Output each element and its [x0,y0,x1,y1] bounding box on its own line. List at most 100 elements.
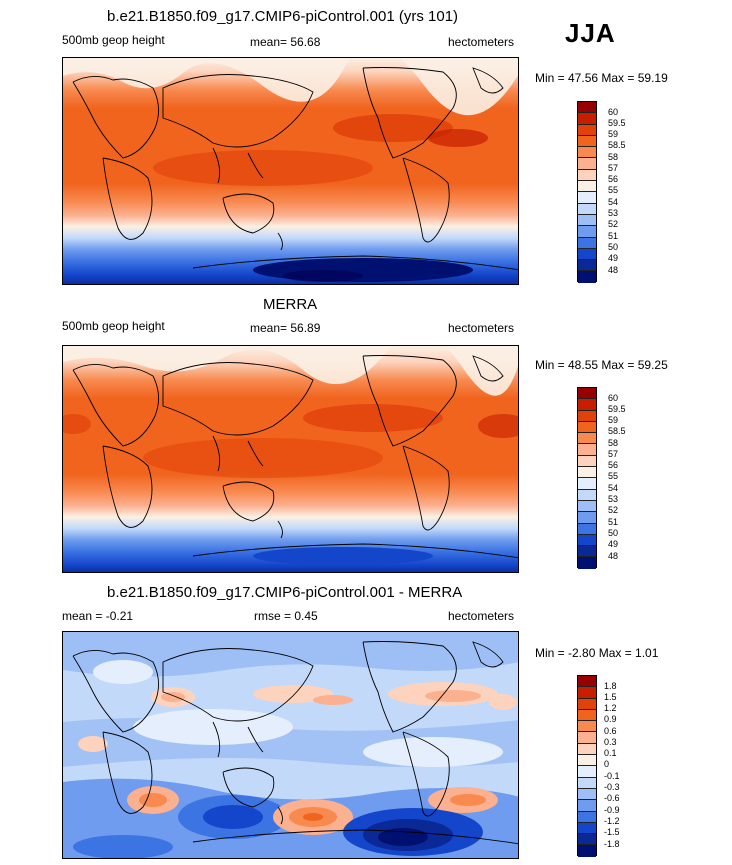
colorbar-tick-label: 55 [608,471,619,481]
colorbar-tick-label: 50 [608,528,619,538]
season-label: JJA [565,18,616,48]
panel2-minmax-label: Min = 48.55 Max = 59.25 [535,358,668,372]
colorbar-swatch [578,523,596,535]
colorbar-tick-label: 56 [608,174,619,184]
panel3-colorbar [577,675,597,857]
colorbar-swatch [578,800,596,812]
colorbar-tick-label: -1.8 [604,839,620,849]
colorbar-tick-label: 54 [608,197,619,207]
colorbar-tick-label: 59 [608,415,619,425]
colorbar-tick-label: 59.5 [608,118,626,128]
colorbar-tick-label: -0.3 [604,782,620,792]
colorbar-tick-label: 0.9 [604,714,617,724]
colorbar-swatch [578,687,596,699]
colorbar-swatch [578,489,596,501]
colorbar-tick-label: 59.5 [608,404,626,414]
colorbar-swatch [578,192,596,204]
colorbar-swatch [578,557,596,569]
colorbar-tick-label: 51 [608,231,619,241]
panel2-map [62,345,519,573]
panel1-minmax-label: Min = 47.56 Max = 59.19 [535,71,668,85]
colorbar-tick-label: 49 [608,539,619,549]
colorbar-swatch [578,834,596,846]
colorbar-swatch [578,135,596,148]
colorbar-tick-label: 58 [608,152,619,162]
panel2-mean-label: mean= 56.89 [250,321,321,335]
colorbar-swatch [578,102,596,114]
colorbar-tick-label: 53 [608,208,619,218]
panel3-title: b.e21.B1850.f09_g17.CMIP6-piControl.001 … [107,584,463,601]
colorbar-tick-label: 48 [608,551,619,561]
colorbar-tick-label: 51 [608,517,619,527]
colorbar-tick-label: 0.3 [604,737,617,747]
colorbar-swatch [578,788,596,801]
colorbar-swatch [578,271,596,283]
panel3-rmse-label: rmse = 0.45 [254,609,318,623]
colorbar-tick-label: 58 [608,438,619,448]
colorbar-swatch [578,500,596,513]
colorbar-swatch [578,534,596,547]
colorbar-tick-label: 50 [608,242,619,252]
colorbar-swatch [578,766,596,778]
panel1-title: b.e21.B1850.f09_g17.CMIP6-piControl.001 … [107,8,459,25]
colorbar-tick-label: 55 [608,185,619,195]
colorbar-tick-label: 1.5 [604,692,617,702]
panel1-units-label: hectometers [448,35,515,49]
colorbar-swatch [578,181,596,193]
colorbar-swatch [578,732,596,744]
colorbar-swatch [578,721,596,733]
colorbar-swatch [578,845,596,857]
panel2-title: MERRA [263,296,318,313]
colorbar-tick-label: -1.5 [604,827,620,837]
panel2-units-label: hectometers [448,321,515,335]
colorbar-tick-label: 52 [608,219,619,229]
colorbar-swatch [578,512,596,524]
colorbar-swatch [578,433,596,445]
colorbar-swatch [578,113,596,125]
colorbar-tick-label: 60 [608,393,619,403]
colorbar-tick-label: 1.8 [604,681,617,691]
panel1-colorbar [577,101,597,283]
colorbar-swatch [578,743,596,756]
colorbar-swatch [578,260,596,272]
colorbar-swatch [578,676,596,688]
colorbar-tick-label: 48 [608,265,619,275]
colorbar-swatch [578,169,596,182]
colorbar-swatch [578,410,596,422]
colorbar-swatch [578,822,596,835]
colorbar-tick-label: 59 [608,129,619,139]
colorbar-swatch [578,248,596,261]
colorbar-tick-label: 0 [604,759,610,769]
colorbar-swatch [578,226,596,238]
colorbar-swatch [578,421,596,434]
colorbar-swatch [578,698,596,710]
colorbar-swatch [578,147,596,159]
colorbar-swatch [578,444,596,456]
colorbar-swatch [578,455,596,468]
colorbar-tick-label: -0.1 [604,771,620,781]
panel3-minmax-label: Min = -2.80 Max = 1.01 [535,646,659,660]
colorbar-swatch [578,399,596,411]
colorbar-tick-label: -1.2 [604,816,620,826]
colorbar-tick-label: 60 [608,107,619,117]
colorbar-tick-label: 57 [608,449,619,459]
colorbar-swatch [578,811,596,823]
colorbar-swatch [578,467,596,479]
colorbar-swatch [578,755,596,767]
colorbar-swatch [578,546,596,558]
colorbar-tick-label: 53 [608,494,619,504]
panel3-map [62,631,519,859]
colorbar-tick-label: 57 [608,163,619,173]
panel2-field-label: 500mb geop height [62,319,165,333]
colorbar-tick-label: 52 [608,505,619,515]
colorbar-swatch [578,203,596,215]
panel3-mean-label: mean = -0.21 [62,609,134,623]
colorbar-swatch [578,214,596,227]
colorbar-tick-label: 54 [608,483,619,493]
panel1-mean-label: mean= 56.68 [250,35,321,49]
colorbar-swatch [578,158,596,170]
colorbar-tick-label: -0.6 [604,793,620,803]
panel1-map-graphic [63,58,518,284]
colorbar-tick-label: 0.1 [604,748,617,758]
panel3-map-graphic [63,632,518,858]
